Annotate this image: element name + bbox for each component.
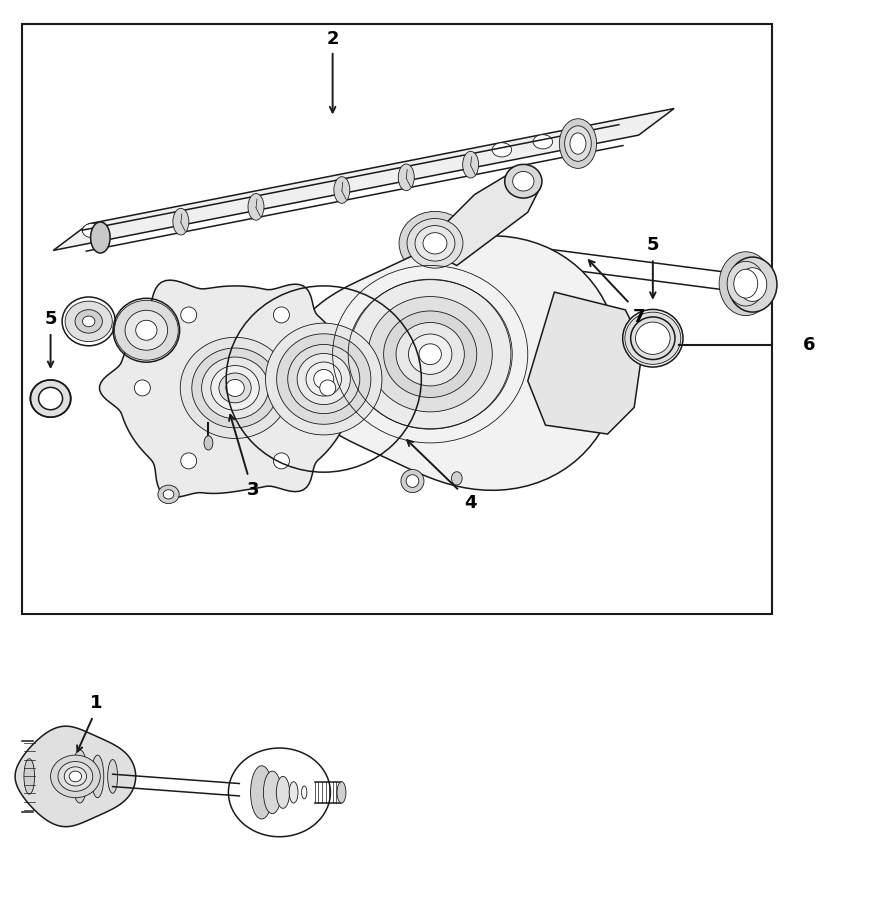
Ellipse shape	[250, 766, 272, 819]
Ellipse shape	[406, 474, 418, 488]
Ellipse shape	[532, 135, 552, 148]
Ellipse shape	[727, 261, 764, 306]
Ellipse shape	[423, 233, 447, 254]
Ellipse shape	[90, 222, 110, 253]
Ellipse shape	[276, 777, 289, 808]
Ellipse shape	[219, 373, 251, 403]
Circle shape	[181, 453, 197, 469]
Ellipse shape	[163, 490, 174, 499]
Ellipse shape	[306, 362, 341, 396]
Ellipse shape	[204, 436, 213, 450]
Ellipse shape	[69, 771, 82, 782]
Ellipse shape	[276, 334, 370, 424]
Polygon shape	[53, 109, 673, 250]
Text: 6: 6	[802, 337, 814, 355]
Ellipse shape	[492, 143, 511, 157]
Circle shape	[181, 307, 197, 323]
Circle shape	[273, 453, 289, 469]
Ellipse shape	[333, 176, 349, 203]
Ellipse shape	[634, 322, 669, 355]
Ellipse shape	[64, 767, 87, 786]
Ellipse shape	[418, 344, 441, 364]
Ellipse shape	[737, 267, 766, 302]
Polygon shape	[527, 292, 642, 434]
Ellipse shape	[383, 311, 477, 398]
Ellipse shape	[395, 322, 464, 386]
Ellipse shape	[91, 755, 104, 797]
Polygon shape	[99, 280, 377, 498]
Ellipse shape	[58, 761, 93, 791]
Ellipse shape	[451, 472, 462, 485]
Text: 2: 2	[326, 31, 338, 49]
Ellipse shape	[191, 348, 278, 428]
Ellipse shape	[180, 338, 290, 438]
Ellipse shape	[263, 771, 281, 814]
Ellipse shape	[65, 302, 113, 342]
Ellipse shape	[72, 750, 88, 803]
Ellipse shape	[226, 380, 244, 396]
Ellipse shape	[559, 119, 596, 168]
Text: 1: 1	[89, 694, 102, 712]
Ellipse shape	[408, 334, 451, 374]
Ellipse shape	[573, 127, 593, 140]
Ellipse shape	[30, 380, 70, 418]
Text: 7: 7	[632, 308, 644, 326]
Ellipse shape	[125, 310, 167, 350]
Ellipse shape	[570, 133, 586, 154]
Text: 5: 5	[44, 310, 57, 328]
Text: 5: 5	[646, 236, 658, 254]
Ellipse shape	[24, 759, 35, 794]
Ellipse shape	[400, 470, 424, 492]
Ellipse shape	[301, 786, 307, 799]
Ellipse shape	[39, 387, 62, 410]
Ellipse shape	[512, 172, 533, 191]
Ellipse shape	[727, 257, 776, 312]
Ellipse shape	[211, 365, 259, 410]
Text: 4: 4	[463, 494, 476, 512]
Ellipse shape	[462, 151, 478, 178]
Ellipse shape	[173, 209, 189, 235]
Ellipse shape	[75, 310, 102, 333]
Ellipse shape	[564, 126, 591, 161]
Polygon shape	[288, 236, 618, 490]
Ellipse shape	[158, 485, 179, 504]
Polygon shape	[421, 168, 540, 266]
Ellipse shape	[368, 296, 492, 412]
Ellipse shape	[136, 320, 157, 340]
Circle shape	[319, 380, 335, 396]
Ellipse shape	[407, 219, 462, 268]
Ellipse shape	[82, 223, 102, 238]
Circle shape	[134, 380, 150, 396]
Ellipse shape	[82, 316, 95, 327]
Ellipse shape	[201, 357, 268, 418]
Ellipse shape	[337, 782, 346, 803]
Ellipse shape	[297, 354, 350, 405]
Ellipse shape	[398, 164, 414, 191]
Ellipse shape	[415, 226, 455, 261]
Ellipse shape	[733, 269, 757, 298]
Ellipse shape	[624, 312, 680, 364]
Ellipse shape	[622, 310, 682, 367]
Circle shape	[273, 307, 289, 323]
Ellipse shape	[51, 755, 100, 797]
Ellipse shape	[719, 252, 772, 316]
Ellipse shape	[265, 323, 382, 435]
Bar	[22, 24, 771, 614]
Ellipse shape	[349, 279, 510, 429]
Polygon shape	[15, 726, 136, 827]
Ellipse shape	[248, 194, 264, 220]
Text: 3: 3	[246, 481, 259, 499]
Ellipse shape	[399, 212, 470, 275]
Ellipse shape	[114, 301, 178, 360]
Ellipse shape	[107, 760, 118, 793]
Ellipse shape	[504, 165, 541, 198]
Ellipse shape	[289, 782, 298, 803]
Ellipse shape	[287, 345, 360, 414]
Ellipse shape	[314, 370, 333, 389]
